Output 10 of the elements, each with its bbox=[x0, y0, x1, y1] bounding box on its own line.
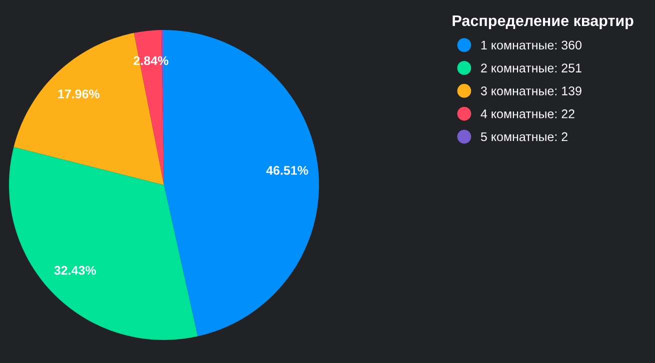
data-label: 32.43% bbox=[54, 266, 96, 275]
legend-label: 5 комнатные: 2 bbox=[480, 132, 568, 142]
data-label: 17.96% bbox=[58, 90, 100, 98]
legend-label: 1 комнатные: 360 bbox=[481, 40, 582, 50]
legend-title: Распределение квартир bbox=[452, 15, 634, 30]
legend-label: 2 комнатные: 251 bbox=[481, 64, 582, 72]
data-label: 46.51% bbox=[266, 166, 308, 175]
legend-label: 4 комнатные: 22 bbox=[480, 109, 574, 118]
pie-slice bbox=[9, 147, 198, 340]
legend-label: 3 комнатные: 139 bbox=[480, 86, 582, 96]
